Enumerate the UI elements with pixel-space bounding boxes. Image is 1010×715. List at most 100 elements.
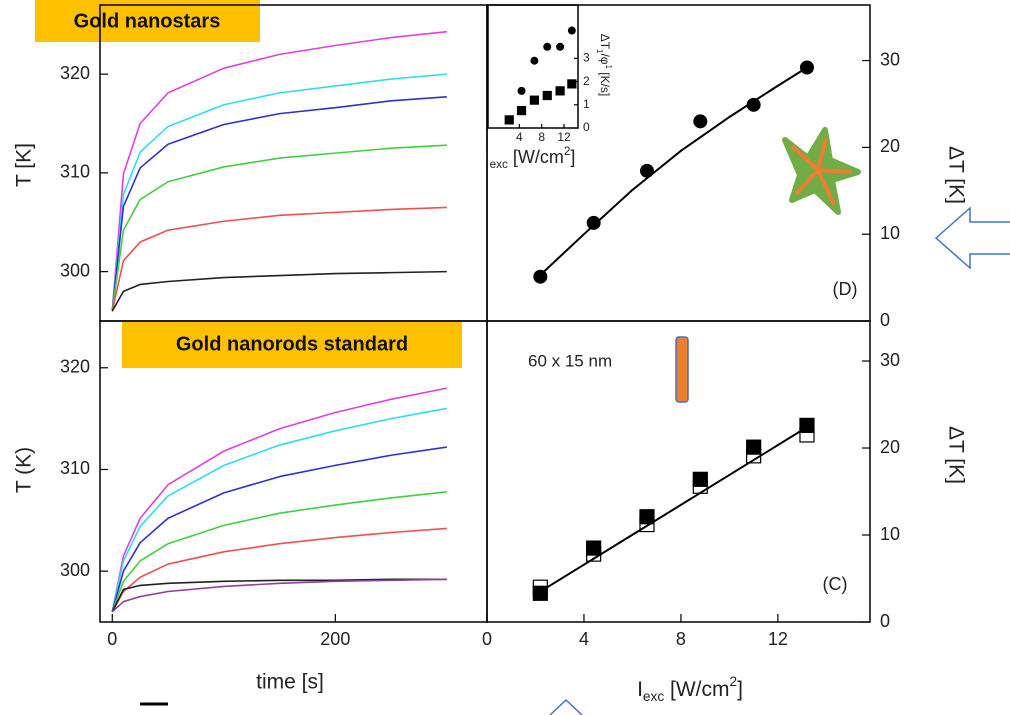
panel-label: Gold nanostars [74, 10, 221, 32]
star-icon [782, 127, 861, 215]
panel-tag: (C) [823, 574, 848, 594]
label-part: ] [570, 147, 575, 167]
x-tick-label: 12 [768, 629, 788, 649]
point [516, 105, 527, 116]
y-tick-label: 300 [60, 260, 90, 280]
panel-label: Gold nanorods standard [176, 333, 408, 355]
point [530, 56, 539, 65]
data-line [111, 270, 447, 312]
y-tick-label: 20 [880, 136, 900, 156]
y-tick-label: 300 [60, 560, 90, 580]
point [586, 546, 602, 562]
data-line [111, 491, 447, 613]
y-axis-label: T (K) [13, 447, 36, 493]
y-axis-label: ΔT [K] [944, 146, 967, 204]
x-tick-label: 0 [107, 629, 117, 649]
label-part: /φ [598, 53, 612, 64]
arrow [549, 698, 583, 715]
point [542, 90, 552, 101]
y-tick-label: 310 [60, 162, 90, 182]
y-tick-label: 3 [583, 51, 590, 65]
point [746, 448, 762, 464]
point [567, 79, 577, 89]
data-line [111, 206, 447, 312]
fit-line [539, 66, 808, 276]
label-part: ] [737, 678, 743, 701]
label-part: 2 [564, 145, 571, 158]
point [532, 585, 548, 601]
point [639, 163, 654, 178]
data-line [111, 578, 447, 613]
fit-line [539, 426, 808, 593]
x-axis-label: time [s] [256, 671, 324, 694]
point [693, 114, 708, 129]
y-tick-label: 320 [60, 63, 90, 83]
y-tick-label: 2 [583, 74, 590, 88]
axis-label: Iexc [W/cm2] [637, 674, 743, 704]
y-tick-label: 30 [880, 350, 900, 370]
label-part: I [485, 147, 490, 167]
point [799, 60, 814, 75]
point [567, 26, 576, 35]
data-line [111, 30, 447, 312]
rod-label: 60 x 15 nm [528, 351, 612, 370]
label-part: ΔT [598, 34, 612, 50]
plot-frame [486, 320, 871, 623]
x-tick-label: 12 [557, 130, 571, 144]
point [639, 516, 655, 533]
x-tick-label: 4 [579, 629, 589, 649]
point [543, 42, 552, 51]
label-part: 2 [729, 674, 737, 689]
x-tick-label: 4 [516, 130, 523, 144]
point [692, 478, 708, 494]
data-line [111, 73, 447, 312]
y-tick-label: 310 [60, 458, 90, 478]
point [746, 97, 761, 112]
y-tick-label: 0 [880, 310, 890, 330]
point [746, 439, 762, 455]
data-line [111, 96, 447, 312]
y-tick-label: 0 [880, 611, 890, 631]
point [555, 86, 565, 96]
arrow [934, 206, 1010, 270]
rod-icon [675, 336, 689, 403]
x-tick-label: 8 [676, 629, 686, 649]
y-tick-label: 20 [880, 437, 900, 457]
x-tick-label: 8 [538, 130, 545, 144]
y-tick-label: 30 [880, 49, 900, 69]
point [799, 417, 815, 433]
point [556, 42, 565, 51]
axis-label: Iexc [W/cm2] [485, 145, 576, 171]
y-tick-label: 10 [880, 223, 900, 243]
point [586, 215, 601, 230]
x-tick-label: 0 [482, 629, 492, 649]
data-line [111, 527, 447, 613]
point [532, 579, 548, 595]
y-tick-label: 320 [60, 357, 90, 377]
label-part: exc [490, 158, 508, 171]
y-axis-label: ΔT [K] [944, 426, 967, 484]
panel-tag: (D) [833, 279, 858, 299]
y-tick-label: 0 [583, 120, 590, 134]
plot-frame [487, 4, 579, 129]
data-line [111, 407, 447, 613]
label-part: 1 [595, 49, 604, 53]
label-part: exc [643, 689, 664, 704]
label-box [35, 0, 260, 42]
point [517, 86, 526, 95]
point [586, 540, 602, 556]
label-part: [W/cm [508, 147, 564, 167]
label-part: I [637, 678, 643, 701]
label-part: 1 [604, 65, 613, 69]
data-line [111, 578, 447, 613]
axis-label: ΔT1/φ1 [K/s] [595, 34, 613, 97]
data-line [111, 446, 447, 613]
point [533, 269, 548, 284]
point [639, 509, 655, 525]
y-axis-label: T [K] [13, 143, 36, 187]
point [799, 427, 815, 443]
point [504, 115, 514, 125]
data-line [111, 387, 448, 612]
x-tick-label: 200 [320, 629, 350, 649]
